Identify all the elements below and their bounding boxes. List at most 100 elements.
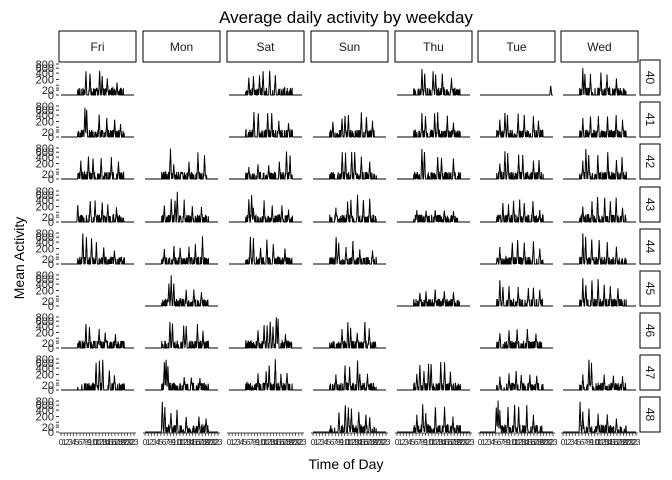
y-tick-label: 200 <box>36 159 54 171</box>
x-tick-label: 18 <box>533 438 542 447</box>
y-tick-label: 600 <box>36 232 54 244</box>
activity-line-sat-47 <box>229 359 302 391</box>
facet-row-strip-box <box>639 186 661 223</box>
x-tick-label: 14 <box>520 438 529 447</box>
x-tick-label: 15 <box>104 438 113 447</box>
y-tick-label: 600 <box>36 147 54 159</box>
x-tick-label: 20 <box>120 438 129 447</box>
activity-line-fri-41 <box>61 107 134 138</box>
x-tick-label: 13 <box>350 438 359 447</box>
activity-line-sat-46 <box>229 317 302 349</box>
x-tick-label: 10 <box>424 438 433 447</box>
facet-strip-box <box>142 30 221 63</box>
y-tick-label: 400 <box>36 237 54 249</box>
x-tick-label: 4 <box>71 438 76 447</box>
y-tick-label: 800 <box>36 396 54 408</box>
activity-line-sun-46 <box>313 322 386 349</box>
activity-line-wed-42 <box>563 148 636 180</box>
activity-line-sun-41 <box>313 112 386 138</box>
x-tick-label: 20 <box>204 438 213 447</box>
x-tick-label: 8 <box>168 438 173 447</box>
x-tick-label: 22 <box>294 438 303 447</box>
x-tick-label: 18 <box>198 438 207 447</box>
activity-line-fri-44 <box>61 233 134 265</box>
x-tick-label: 16 <box>359 438 368 447</box>
facet-strip-box <box>310 30 389 63</box>
activity-line-sun-47 <box>313 360 386 391</box>
x-tick-label: 0 <box>227 438 232 447</box>
x-tick-label: 0 <box>143 438 148 447</box>
activity-line-sun-42 <box>313 151 386 180</box>
x-tick-label: 11 <box>511 438 520 447</box>
x-tick-label: 17 <box>530 438 539 447</box>
facet-row-strip-box <box>639 101 661 138</box>
x-tick-label: 15 <box>523 438 532 447</box>
facet-row-strip-48: 48 <box>639 396 661 433</box>
x-tick-label: 21 <box>123 438 132 447</box>
x-tick-label: 11 <box>344 438 353 447</box>
facet-strip-sun: Sun <box>310 30 389 63</box>
x-tick-label: 15 <box>188 438 197 447</box>
x-tick-label: 11 <box>594 438 603 447</box>
x-tick-label: 21 <box>542 438 551 447</box>
y-tick-label: 0 <box>48 343 54 355</box>
x-tick-label: 1 <box>481 438 486 447</box>
y-tick-label: 20 <box>42 127 54 139</box>
facet-row-strip-label: 47 <box>643 366 657 380</box>
y-tick-label: 200 <box>36 117 54 129</box>
x-tick-label: 13 <box>98 438 107 447</box>
x-tick-label: 11 <box>260 438 269 447</box>
activity-line-thu-40 <box>397 69 470 96</box>
y-tick-label: 0 <box>48 427 54 439</box>
y-tick-label: 400 <box>36 279 54 291</box>
x-tick-label: 20 <box>288 438 297 447</box>
x-tick-label: 23 <box>382 438 391 447</box>
x-tick-label: 6 <box>414 438 419 447</box>
activity-line-tue-48 <box>480 400 553 433</box>
facet-strip-label: Tue <box>506 40 527 54</box>
x-tick-label: 23 <box>466 438 475 447</box>
x-tick-label: 18 <box>616 438 625 447</box>
x-tick-label: 10 <box>590 438 599 447</box>
x-tick-label: 7 <box>333 438 338 447</box>
y-axis-title: Mean Activity <box>11 217 27 299</box>
x-tick-label: 2 <box>567 438 572 447</box>
x-tick-label: 19 <box>201 438 210 447</box>
x-tick-label: 9 <box>423 438 428 447</box>
x-tick-label: 20 <box>456 438 465 447</box>
x-tick-label: 20 <box>539 438 548 447</box>
x-tick-label: 13 <box>266 438 275 447</box>
activity-line-fri-46 <box>61 323 134 349</box>
x-tick-label: 16 <box>526 438 535 447</box>
x-tick-label: 6 <box>330 438 335 447</box>
x-tick-label: 21 <box>625 438 634 447</box>
x-tick-label: 1 <box>146 438 151 447</box>
y-tick-label: 200 <box>36 328 54 340</box>
x-tick-label: 14 <box>353 438 362 447</box>
x-tick-label: 17 <box>447 438 456 447</box>
activity-line-thu-41 <box>397 112 470 138</box>
x-tick-label: 19 <box>453 438 462 447</box>
x-tick-label: 6 <box>497 438 502 447</box>
x-tick-label: 12 <box>263 438 272 447</box>
facet-row-strip-box <box>639 228 661 265</box>
x-tick-label: 15 <box>440 438 449 447</box>
x-tick-label: 23 <box>298 438 307 447</box>
x-tick-label: 20 <box>372 438 381 447</box>
x-tick-label: 16 <box>107 438 116 447</box>
y-tick-label: 800 <box>36 228 54 240</box>
x-tick-label: 22 <box>462 438 471 447</box>
x-tick-label: 6 <box>78 438 83 447</box>
activity-line-fri-40 <box>61 70 134 96</box>
x-tick-label: 21 <box>459 438 468 447</box>
facet-strip-label: Sat <box>256 40 275 54</box>
facet-strip-thu: Thu <box>394 30 473 63</box>
